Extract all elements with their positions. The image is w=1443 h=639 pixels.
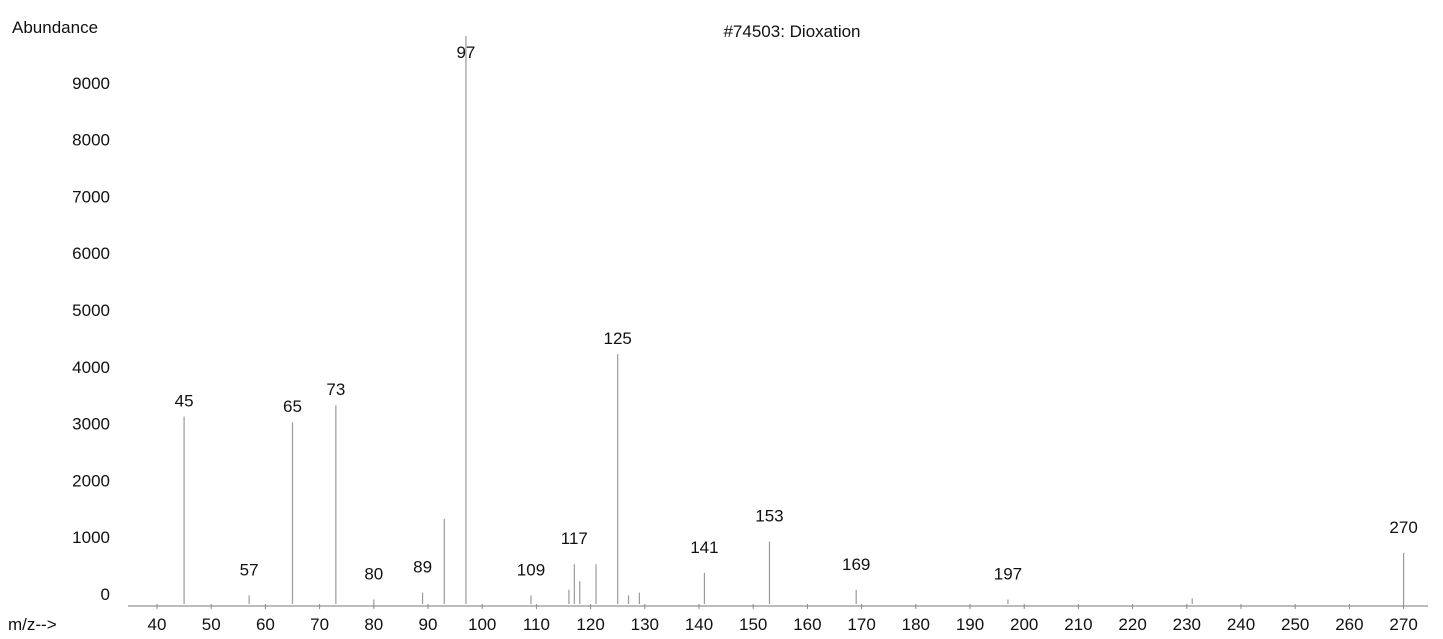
peak-label-109: 109	[517, 560, 545, 579]
chart-title: #74503: Dioxation	[723, 22, 860, 41]
x-tick-label: 80	[364, 615, 383, 634]
y-tick-label: 3000	[72, 415, 110, 434]
peak-labels: 45 57 65 73 80 89 97 109 117 125 141 153 169 197 270	[175, 43, 1418, 583]
x-tick-label: 60	[256, 615, 275, 634]
peak-label-89: 89	[413, 558, 432, 577]
y-axis-label: Abundance	[12, 18, 98, 37]
x-tick-label: 150	[739, 615, 767, 634]
peak-label-97: 97	[456, 43, 475, 62]
x-tick-label: 120	[576, 615, 604, 634]
x-tick-label: 270	[1389, 615, 1417, 634]
x-tick-label: 100	[468, 615, 496, 634]
peak-label-153: 153	[755, 507, 783, 526]
peak-label-57: 57	[240, 560, 259, 579]
peak-label-270: 270	[1389, 518, 1417, 537]
y-tick-label: 6000	[72, 244, 110, 263]
x-tick-label: 240	[1227, 615, 1255, 634]
peak-label-117: 117	[561, 529, 588, 548]
x-tick-label: 180	[902, 615, 930, 634]
x-tick-label: 200	[1010, 615, 1038, 634]
x-tick-label: 140	[685, 615, 713, 634]
x-tick-label: 220	[1118, 615, 1146, 634]
x-tick-label: 70	[310, 615, 329, 634]
y-tick-label: 7000	[72, 187, 110, 206]
x-tick-label: 250	[1281, 615, 1309, 634]
x-tick-label: 110	[523, 615, 550, 634]
x-axis-label: m/z-->	[8, 615, 57, 634]
x-tick-label: 210	[1064, 615, 1092, 634]
y-tick-label: 5000	[72, 301, 110, 320]
y-tick-label: 0	[101, 585, 110, 604]
y-tick-label: 4000	[72, 358, 110, 377]
x-tick-label: 40	[148, 615, 167, 634]
spectrum-peaks	[183, 36, 1405, 604]
x-tick-label: 260	[1335, 615, 1363, 634]
peak-label-141: 141	[690, 538, 718, 557]
y-tick-label: 1000	[72, 528, 110, 547]
x-tick-label: 170	[847, 615, 875, 634]
x-tick-label: 90	[419, 615, 438, 634]
peak-label-80: 80	[364, 564, 383, 583]
y-tick-label: 9000	[72, 74, 110, 93]
peak-label-169: 169	[842, 555, 870, 574]
peak-label-45: 45	[175, 392, 194, 411]
peak-label-65: 65	[283, 397, 302, 416]
x-tick-label: 50	[202, 615, 221, 634]
peak-label-73: 73	[326, 380, 345, 399]
y-tick-label: 2000	[72, 471, 110, 490]
y-tick-label: 8000	[72, 131, 110, 150]
x-tick-labels: 40 50 60 70 80 90 100 110 120 130 140 150 160 170 180 1…	[148, 604, 1418, 634]
x-tick-label: 160	[793, 615, 821, 634]
y-tick-labels: 0 1000 2000 3000 4000 5000 6000 7000 8000 9000	[72, 74, 110, 604]
x-tick-label: 130	[631, 615, 659, 634]
peak-label-125: 125	[604, 329, 632, 348]
peak-label-197: 197	[994, 564, 1022, 583]
x-tick-label: 190	[956, 615, 984, 634]
x-tick-label: 230	[1173, 615, 1201, 634]
